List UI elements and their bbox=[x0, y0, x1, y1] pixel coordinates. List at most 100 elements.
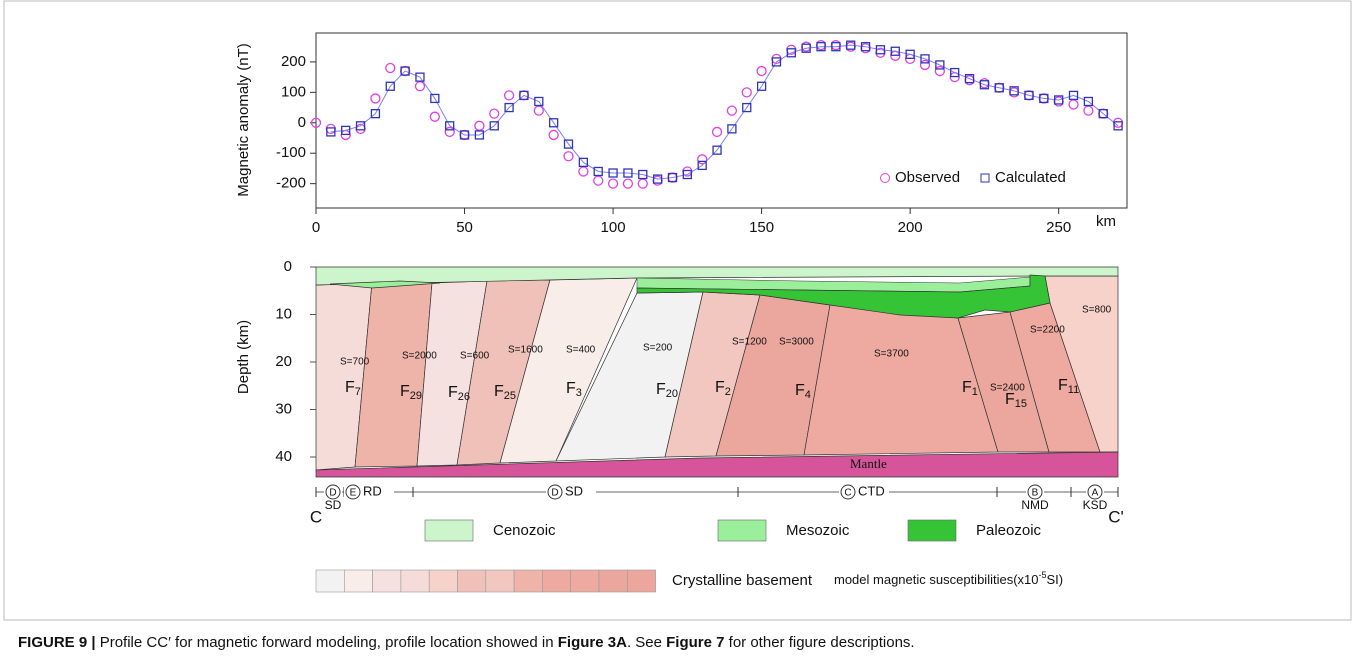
depth-tick-label: 40 bbox=[275, 448, 292, 465]
x-tick-label: 250 bbox=[1046, 219, 1071, 236]
legend-marker bbox=[881, 174, 890, 183]
observed-point bbox=[757, 67, 766, 76]
observed-point bbox=[445, 127, 454, 136]
caption-run: Profile CC′ for magnetic forward modelin… bbox=[96, 634, 558, 651]
domain-name: SD bbox=[565, 483, 583, 498]
observed-point bbox=[549, 130, 558, 139]
domain-letter: E bbox=[350, 488, 357, 499]
unit-swatch bbox=[425, 520, 473, 541]
legend-marker bbox=[981, 174, 989, 182]
susceptibility-label: S=3000 bbox=[779, 337, 814, 348]
observed-point bbox=[653, 176, 662, 185]
unit-label: Paleozoic bbox=[976, 522, 1042, 539]
susceptibility-label: S=1200 bbox=[732, 337, 767, 348]
susceptibility-label: S=2200 bbox=[1030, 325, 1065, 336]
caption-run: Figure 3A bbox=[558, 634, 627, 651]
observed-point bbox=[846, 42, 855, 51]
y-tick-label: 100 bbox=[281, 83, 306, 100]
susceptibility-label: S=2000 bbox=[402, 351, 437, 362]
observed-point bbox=[727, 106, 736, 115]
observed-point bbox=[534, 106, 543, 115]
fault-letter: F bbox=[715, 379, 725, 396]
domain-name: NMD bbox=[1021, 498, 1049, 512]
domain-letter: D bbox=[551, 488, 558, 499]
caption: FIGURE 9 | Profile CC′ for magnetic forw… bbox=[18, 634, 915, 651]
figure: Magnetic anomaly (nT) km Depth (km) 0501… bbox=[0, 0, 1356, 658]
domain-name: RD bbox=[363, 483, 382, 498]
observed-point bbox=[1010, 88, 1019, 97]
y-tick-label: 200 bbox=[281, 53, 306, 70]
basement-note: model magnetic susceptibilities(x10-5SI) bbox=[834, 570, 1063, 587]
susceptibility-label: S=400 bbox=[566, 345, 596, 356]
fault-index: 29 bbox=[410, 390, 422, 402]
mantle-label: Mantle bbox=[850, 456, 887, 471]
domain-letter: C bbox=[844, 488, 851, 499]
susceptibility-label: S=3700 bbox=[874, 349, 909, 360]
depth-tick-label: 30 bbox=[275, 400, 292, 417]
note-text: model magnetic susceptibilities(x10 bbox=[834, 572, 1038, 587]
observed-point bbox=[594, 176, 603, 185]
caption-run: for other figure descriptions. bbox=[725, 634, 915, 651]
domain-letter: A bbox=[1092, 488, 1099, 499]
fault-letter: F bbox=[795, 382, 805, 399]
x-tick-label: 50 bbox=[456, 219, 473, 236]
basement-cell bbox=[316, 570, 344, 592]
domain-name: SD bbox=[325, 498, 342, 512]
fault-index: 2 bbox=[725, 386, 731, 398]
x-tick-label: 150 bbox=[749, 219, 774, 236]
observed-point bbox=[415, 82, 424, 91]
note-tail: SI) bbox=[1047, 572, 1064, 587]
legend-label: Calculated bbox=[995, 169, 1066, 186]
unit-swatch bbox=[718, 520, 766, 541]
x-tick-label: 100 bbox=[601, 219, 626, 236]
basement-cell bbox=[486, 570, 514, 592]
fault-index: 3 bbox=[576, 387, 582, 399]
observed-point bbox=[861, 44, 870, 53]
fault-letter: F bbox=[962, 379, 972, 396]
observed-point bbox=[1084, 106, 1093, 115]
observed-point bbox=[1069, 100, 1078, 109]
profile-end: C' bbox=[1108, 507, 1124, 526]
fault-letter: F bbox=[566, 380, 576, 397]
basement-cell bbox=[401, 570, 429, 592]
susceptibility-label: S=700 bbox=[340, 357, 370, 368]
caption-run: Figure 7 bbox=[666, 634, 724, 651]
observed-point bbox=[564, 152, 573, 161]
basement-cell bbox=[373, 570, 401, 592]
depth-tick-label: 20 bbox=[275, 353, 292, 370]
susceptibility-label: S=1600 bbox=[508, 345, 543, 356]
basement-cell bbox=[627, 570, 655, 592]
y-tick-label: -100 bbox=[276, 144, 306, 161]
domain-letter: B bbox=[1032, 488, 1039, 499]
fault-letter: F bbox=[1058, 377, 1068, 394]
y-axis-label: Magnetic anomaly (nT) bbox=[235, 43, 252, 196]
basement-cell bbox=[571, 570, 599, 592]
depth-tick-label: 10 bbox=[275, 305, 292, 322]
basement-title: Crystalline basement bbox=[672, 572, 813, 589]
calculated-line bbox=[331, 45, 1118, 179]
fault-index: 15 bbox=[1015, 398, 1027, 410]
observed-point bbox=[713, 127, 722, 136]
observed-point bbox=[579, 167, 588, 176]
basement-cell bbox=[514, 570, 542, 592]
observed-point bbox=[371, 94, 380, 103]
observed-point bbox=[742, 88, 751, 97]
fault-letter: F bbox=[494, 383, 504, 400]
fault-letter: F bbox=[656, 381, 666, 398]
fault-index: 4 bbox=[805, 389, 811, 401]
fault-index: 7 bbox=[355, 386, 361, 398]
observed-point bbox=[817, 41, 826, 50]
x-tick-label: 0 bbox=[312, 219, 320, 236]
basement-cell bbox=[429, 570, 457, 592]
susceptibility-label: S=800 bbox=[1082, 305, 1112, 316]
basement-cell bbox=[542, 570, 570, 592]
note-sup: -5 bbox=[1038, 570, 1046, 580]
fault-letter: F bbox=[1005, 391, 1015, 408]
fault-index: 25 bbox=[504, 390, 516, 402]
domain-name: KSD bbox=[1083, 498, 1108, 512]
legend-label: Observed bbox=[895, 169, 960, 186]
unit-swatch bbox=[908, 520, 956, 541]
y-tick-label: -200 bbox=[276, 175, 306, 192]
observed-point bbox=[386, 64, 395, 73]
observed-point bbox=[490, 109, 499, 118]
